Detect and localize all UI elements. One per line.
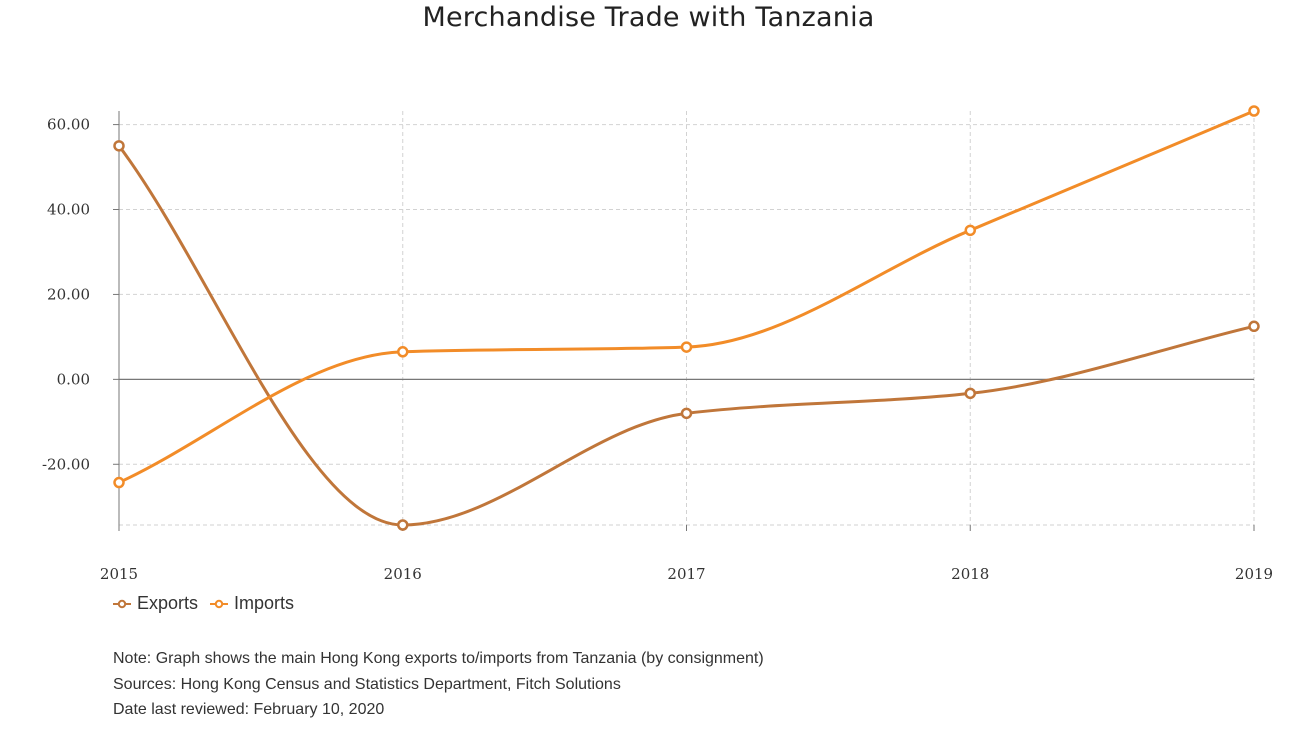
x-tick-label: 2016 bbox=[384, 565, 422, 583]
exports-point bbox=[397, 519, 409, 531]
legend-label-imports: Imports bbox=[234, 593, 295, 613]
imports-point bbox=[680, 341, 693, 353]
legend-item-exports[interactable]: Exports bbox=[113, 593, 198, 614]
x-tick-label: 2017 bbox=[667, 565, 705, 583]
imports-point bbox=[1248, 105, 1260, 117]
x-tick-label: 2018 bbox=[951, 565, 989, 583]
exports-point bbox=[113, 140, 125, 152]
legend: Exports Imports bbox=[113, 593, 294, 614]
chart-title: Merchandise Trade with Tanzania bbox=[422, 2, 875, 33]
series-layer bbox=[113, 105, 1260, 531]
exports-swatch-icon bbox=[113, 599, 131, 608]
sources-text: Sources: Hong Kong Census and Statistics… bbox=[113, 675, 621, 693]
axis-layer bbox=[113, 111, 1255, 531]
imports-point bbox=[964, 224, 976, 237]
chart-notes: Note: Graph shows the main Hong Kong exp… bbox=[113, 646, 764, 723]
exports-line bbox=[117, 144, 1255, 527]
label-layer: -20.00 0.00 20.00 40.00 60.00 2015 2016 2017 201… bbox=[42, 116, 1273, 583]
y-tick-label: -20.00 bbox=[42, 455, 90, 473]
exports-point bbox=[1248, 320, 1260, 333]
exports-point bbox=[680, 407, 693, 420]
y-tick-label: 0.00 bbox=[57, 370, 90, 388]
exports-point bbox=[964, 387, 976, 400]
x-tick-label: 2015 bbox=[100, 565, 138, 583]
legend-item-imports[interactable]: Imports bbox=[210, 593, 294, 614]
y-tick-label: 20.00 bbox=[47, 285, 90, 303]
line-chart: -20.00 0.00 20.00 40.00 60.00 2015 2016 2017 201… bbox=[42, 105, 1273, 583]
imports-point bbox=[113, 476, 125, 489]
reviewed-text: Date last reviewed: February 10, 2020 bbox=[113, 701, 385, 718]
y-tick-label: 40.00 bbox=[47, 201, 90, 219]
y-tick-label: 60.00 bbox=[47, 116, 90, 134]
imports-swatch-icon bbox=[210, 599, 229, 608]
imports-point bbox=[397, 346, 409, 358]
grid-layer bbox=[119, 111, 1255, 526]
legend-label-exports: Exports bbox=[137, 593, 199, 613]
note-text: Note: Graph shows the main Hong Kong exp… bbox=[113, 650, 764, 667]
x-tick-label: 2019 bbox=[1235, 565, 1273, 583]
